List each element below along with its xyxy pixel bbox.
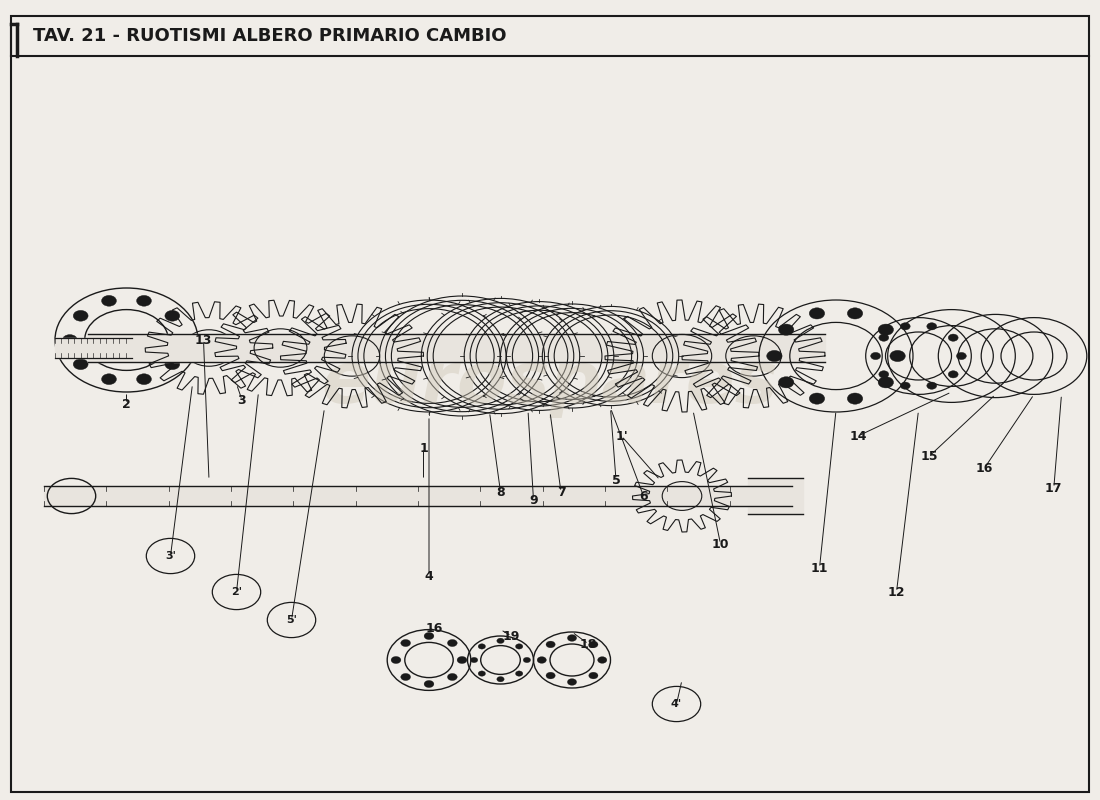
Circle shape <box>767 350 782 362</box>
Text: 3': 3' <box>165 551 176 561</box>
Circle shape <box>497 677 504 682</box>
Text: 2': 2' <box>231 587 242 597</box>
Circle shape <box>900 322 910 330</box>
Circle shape <box>74 310 88 321</box>
Circle shape <box>448 674 458 681</box>
Circle shape <box>588 641 598 648</box>
Circle shape <box>779 324 794 335</box>
Circle shape <box>568 634 576 642</box>
Circle shape <box>890 350 905 362</box>
Text: 4': 4' <box>671 699 682 709</box>
Circle shape <box>900 382 910 390</box>
Circle shape <box>537 657 547 663</box>
Circle shape <box>136 374 152 385</box>
Circle shape <box>425 633 433 639</box>
Text: 10: 10 <box>712 538 729 550</box>
Circle shape <box>400 674 410 681</box>
Text: 1: 1 <box>419 442 428 454</box>
Text: 3: 3 <box>238 394 246 406</box>
Text: 5': 5' <box>286 615 297 625</box>
Circle shape <box>870 352 881 359</box>
Circle shape <box>63 334 77 346</box>
Circle shape <box>847 393 862 404</box>
Text: 8: 8 <box>496 486 505 498</box>
Circle shape <box>458 657 466 663</box>
Circle shape <box>392 657 400 663</box>
Circle shape <box>546 672 556 679</box>
Circle shape <box>516 671 522 676</box>
Text: 7: 7 <box>557 486 565 498</box>
Circle shape <box>74 359 88 370</box>
Circle shape <box>879 370 889 378</box>
Polygon shape <box>44 486 792 506</box>
Polygon shape <box>55 338 132 358</box>
Circle shape <box>546 641 556 648</box>
Circle shape <box>878 377 893 388</box>
Text: 11: 11 <box>811 562 828 574</box>
Polygon shape <box>88 334 825 362</box>
Text: TAV. 21 - RUOTISMI ALBERO PRIMARIO CAMBIO: TAV. 21 - RUOTISMI ALBERO PRIMARIO CAMBI… <box>33 27 506 45</box>
Circle shape <box>101 374 117 385</box>
Circle shape <box>400 639 410 646</box>
Circle shape <box>471 658 477 662</box>
Circle shape <box>478 671 485 676</box>
Text: eurospares: eurospares <box>321 350 779 418</box>
Circle shape <box>948 370 958 378</box>
Circle shape <box>516 644 522 649</box>
Circle shape <box>478 644 485 649</box>
Circle shape <box>878 324 893 335</box>
Text: 18: 18 <box>580 638 597 650</box>
Circle shape <box>597 657 607 663</box>
Text: 13: 13 <box>195 334 212 346</box>
Circle shape <box>779 377 794 388</box>
Circle shape <box>176 334 190 346</box>
Circle shape <box>588 672 598 679</box>
Text: 14: 14 <box>849 430 867 442</box>
Circle shape <box>847 308 862 319</box>
Polygon shape <box>748 478 803 514</box>
Circle shape <box>497 638 504 643</box>
Circle shape <box>810 308 825 319</box>
Circle shape <box>810 393 825 404</box>
Circle shape <box>879 334 889 342</box>
Text: 15: 15 <box>921 450 938 462</box>
Text: 19: 19 <box>503 630 520 642</box>
Text: 2: 2 <box>122 398 131 410</box>
Text: 9: 9 <box>529 494 538 506</box>
Text: 16: 16 <box>426 622 443 634</box>
Circle shape <box>524 658 530 662</box>
Circle shape <box>568 678 576 686</box>
Circle shape <box>136 295 152 306</box>
Circle shape <box>101 295 117 306</box>
Text: 4: 4 <box>425 570 433 582</box>
Circle shape <box>956 352 967 359</box>
Text: 6: 6 <box>639 490 648 502</box>
Circle shape <box>927 322 937 330</box>
Circle shape <box>948 334 958 342</box>
Circle shape <box>425 681 433 687</box>
Text: 5: 5 <box>612 474 620 486</box>
Circle shape <box>165 310 179 321</box>
Text: 12: 12 <box>888 586 905 598</box>
Text: 17: 17 <box>1045 482 1063 494</box>
Circle shape <box>165 359 179 370</box>
Circle shape <box>927 382 937 390</box>
Text: 16: 16 <box>976 462 993 474</box>
Circle shape <box>448 639 458 646</box>
Text: 1': 1' <box>615 430 628 442</box>
